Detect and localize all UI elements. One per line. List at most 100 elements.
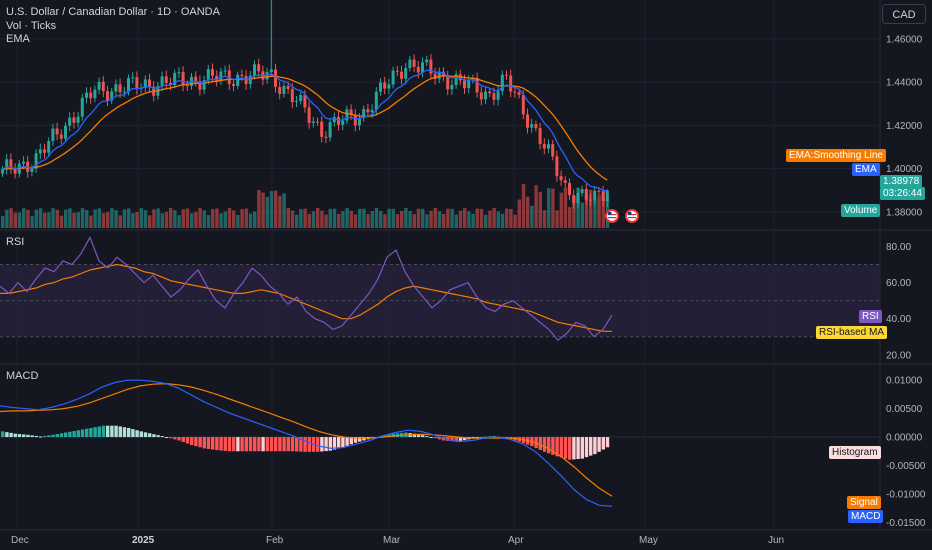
histogram-bar bbox=[143, 432, 148, 438]
candle-body bbox=[421, 62, 424, 73]
histogram-bar bbox=[110, 425, 114, 438]
candle-body bbox=[568, 182, 571, 196]
histogram-bar bbox=[68, 431, 72, 438]
volume-bar bbox=[307, 213, 311, 228]
histogram-bar bbox=[584, 437, 589, 458]
price-tag: 1.38978 bbox=[880, 175, 923, 188]
volume-bar bbox=[202, 210, 206, 228]
volume-bar bbox=[526, 196, 530, 228]
candle-body bbox=[370, 109, 374, 113]
volume-bar bbox=[551, 188, 555, 228]
volume-bar bbox=[563, 187, 568, 228]
candle-body bbox=[416, 66, 420, 73]
volume-bar bbox=[5, 209, 9, 228]
volume-bar bbox=[454, 214, 458, 228]
histogram-bar bbox=[181, 437, 185, 442]
histogram-bar bbox=[597, 437, 601, 452]
volume-bar bbox=[97, 208, 101, 228]
histogram-bar bbox=[5, 432, 9, 438]
currency-button[interactable]: CAD bbox=[882, 4, 926, 24]
volume-bar bbox=[387, 208, 391, 228]
volume-bar bbox=[194, 211, 198, 228]
signal-tag: Signal bbox=[847, 496, 881, 509]
price-tick-label: 1.46000 bbox=[886, 34, 923, 45]
histogram-bar bbox=[194, 437, 198, 447]
volume-bar bbox=[337, 213, 341, 228]
volume-bar bbox=[261, 192, 265, 228]
candle-body bbox=[530, 124, 534, 128]
histogram-bar bbox=[85, 428, 89, 438]
candle-body bbox=[59, 134, 63, 139]
macd-legend: MACD bbox=[6, 370, 39, 382]
volume-bar bbox=[85, 209, 89, 228]
volume-bar bbox=[358, 208, 362, 228]
candle-body bbox=[341, 120, 345, 125]
candle-body bbox=[526, 114, 529, 128]
time-tick-label: Mar bbox=[383, 535, 401, 546]
histogram-bar bbox=[47, 435, 51, 438]
ema-smoothing-line bbox=[2, 75, 608, 181]
histogram-bar bbox=[286, 437, 290, 452]
histogram-bar bbox=[248, 437, 253, 452]
histogram-bar bbox=[156, 435, 160, 438]
event-markers[interactable] bbox=[605, 209, 639, 223]
histogram-bar bbox=[479, 437, 484, 439]
us-flag-event-icon[interactable] bbox=[605, 209, 619, 223]
flag-stripe bbox=[608, 217, 616, 219]
candle-body bbox=[131, 77, 135, 79]
volume-bar bbox=[488, 210, 492, 228]
volume-bar bbox=[114, 210, 118, 228]
candle-body bbox=[538, 128, 542, 145]
volume-bar bbox=[34, 209, 38, 228]
volume-bar bbox=[425, 214, 429, 228]
candle-body bbox=[215, 75, 219, 82]
histogram-bar bbox=[425, 436, 429, 438]
macd-line bbox=[0, 379, 613, 507]
volume-bar bbox=[110, 208, 114, 228]
flag-stripe bbox=[628, 214, 636, 216]
histogram-bar bbox=[324, 437, 328, 452]
volume-bar bbox=[547, 188, 551, 228]
volume-bar bbox=[164, 211, 169, 228]
candle-body bbox=[311, 121, 315, 123]
histogram-bar bbox=[412, 433, 416, 438]
histogram-bar bbox=[97, 426, 101, 438]
histogram-bar bbox=[551, 437, 555, 455]
volume-bar bbox=[72, 212, 76, 228]
histogram-bar bbox=[358, 437, 362, 442]
volume-bar bbox=[412, 214, 416, 228]
volume-bar bbox=[135, 211, 139, 228]
volume-bar bbox=[219, 213, 223, 228]
histogram-bar bbox=[59, 433, 64, 438]
candle-body bbox=[555, 156, 559, 177]
volume-bar bbox=[101, 212, 106, 228]
volume-bar bbox=[559, 192, 563, 228]
histogram-bar bbox=[353, 437, 358, 443]
us-flag-event-icon[interactable] bbox=[625, 209, 639, 223]
volume-bar bbox=[173, 210, 177, 228]
candle-body bbox=[253, 64, 256, 76]
candle-body bbox=[26, 161, 30, 172]
volume-bar bbox=[1, 216, 5, 228]
volume-bar bbox=[232, 210, 236, 228]
y-axis: 1.46000 1.44000 1.42000 1.40000 1.38000 80.00… bbox=[886, 34, 926, 528]
candle-body bbox=[559, 176, 563, 181]
histogram-bar bbox=[211, 437, 215, 450]
volume-bar bbox=[404, 208, 408, 228]
volume-bar bbox=[143, 210, 148, 228]
histogram-bar bbox=[433, 437, 437, 439]
candle-body bbox=[5, 159, 9, 170]
candle-body bbox=[425, 59, 429, 63]
candle-body bbox=[500, 74, 504, 92]
volume-bar bbox=[160, 213, 164, 228]
candle-body bbox=[307, 107, 311, 123]
volume-bar bbox=[311, 211, 316, 228]
candle-body bbox=[68, 117, 72, 126]
volume-bar bbox=[320, 210, 324, 228]
candle-body bbox=[278, 86, 282, 94]
macd-tick-label: 0.01000 bbox=[886, 376, 923, 387]
candle-body bbox=[93, 89, 97, 99]
volume-bar bbox=[601, 191, 605, 228]
candle-body bbox=[366, 109, 370, 113]
